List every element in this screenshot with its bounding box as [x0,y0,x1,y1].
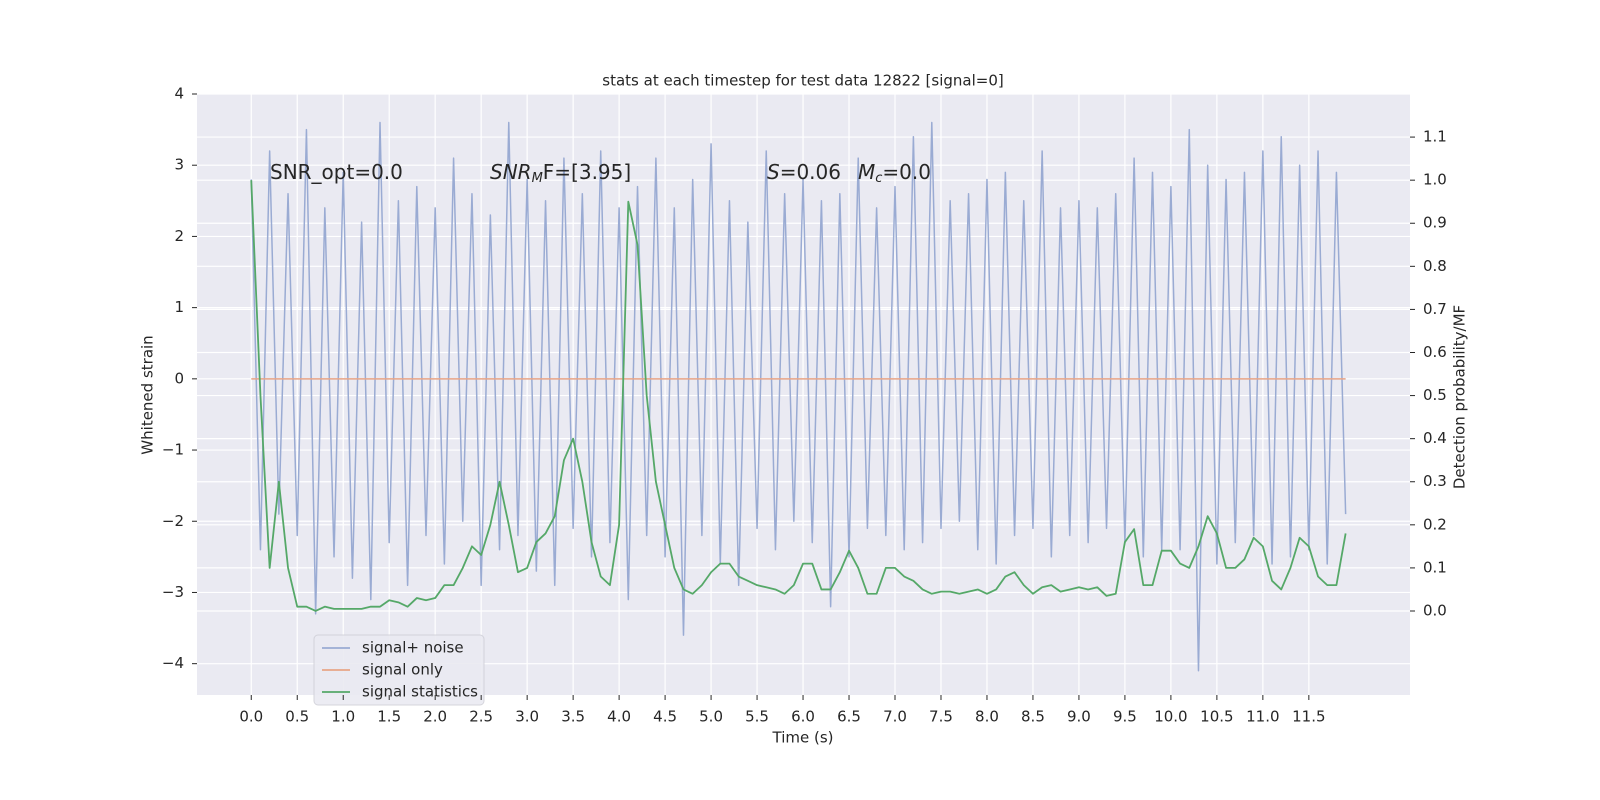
y2-tick-label: 0.2 [1423,515,1447,533]
annotation-part: SNR [490,160,532,184]
x-tick-label: 0.5 [285,708,309,726]
y-axis-label: Whitened strain [139,335,157,454]
x-tick-label: 9.5 [1113,708,1137,726]
legend-label: signal statistics [362,683,478,701]
x-axis-label: Time (s) [772,729,834,747]
x-tick-label: 8.0 [975,708,999,726]
y-tick-label: 1 [174,298,184,316]
y2-tick-label: 0.7 [1423,300,1447,318]
annotation-part: M [858,160,875,184]
y2-axis-label: Detection probability/MF [1451,305,1469,489]
x-tick-label: 1.0 [331,708,355,726]
x-tick-label: 3.5 [561,708,585,726]
y-tick-label: 2 [174,227,184,245]
legend-label: signal+ noise [362,639,464,657]
annotation: Mc=0.0 [858,160,931,186]
x-tick-label: 7.5 [929,708,953,726]
y-tick-label: −4 [162,654,184,672]
x-tick-label: 3.0 [515,708,539,726]
y2-tick-label: 0.9 [1423,214,1447,232]
annotation-part: S [767,160,780,184]
x-tick-label: 10.5 [1200,708,1233,726]
y-tick-label: −1 [162,441,184,459]
legend: signal+ noise signal only signal statistic… [313,634,485,706]
chart-title: stats at each timestep for test data 128… [602,72,1003,90]
x-tick-label: 5.0 [699,708,723,726]
x-tick-label: 8.5 [1021,708,1045,726]
annotation: S=0.06 [767,160,841,184]
x-tick-label: 0.0 [239,708,263,726]
x-tick-label: 6.0 [791,708,815,726]
x-tick-label: 10.0 [1154,708,1187,726]
series-line [250,121,1347,672]
y-tick-label: 0 [174,369,184,387]
x-tick-label: 5.5 [745,708,769,726]
legend-label: signal only [362,661,443,679]
annotation-part: F=[3.95] [543,160,631,184]
annotation: SNRMF=[3.95] [490,160,631,186]
y2-tick-label: 0.1 [1423,558,1447,576]
y2-tick-label: 1.0 [1423,171,1447,189]
x-tick-label: 11.0 [1246,708,1279,726]
y-tick-label: −3 [162,583,184,601]
y-tick-label: 3 [174,156,184,174]
annotation-part: =0.0 [882,160,931,184]
legend-box [313,634,485,706]
x-tick-label: 1.5 [377,708,401,726]
x-tick-label: 2.0 [423,708,447,726]
y-tick-label: 4 [174,85,184,103]
annotation-part: SNR_opt=0.0 [270,160,403,184]
annotation-part: M [532,171,543,186]
marks [250,121,1347,672]
annotation-part: =0.06 [780,160,841,184]
x-tick-label: 9.0 [1067,708,1091,726]
y2-tick-label: 0.0 [1423,601,1447,619]
y2-tick-label: 0.3 [1423,472,1447,490]
x-tick-label: 4.5 [653,708,677,726]
x-tick-label: 2.5 [469,708,493,726]
y2-tick-label: 0.5 [1423,386,1447,404]
annotation: SNR_opt=0.0 [270,160,403,184]
x-tick-label: 7.0 [883,708,907,726]
y-tick-label: −2 [162,512,184,530]
x-tick-label: 4.0 [607,708,631,726]
annotation-part: c [875,171,882,186]
x-tick-label: 6.5 [837,708,861,726]
y2-tick-label: 0.8 [1423,257,1447,275]
x-tick-label: 11.5 [1292,708,1325,726]
y2-tick-label: 0.4 [1423,429,1447,447]
y2-tick-label: 0.6 [1423,343,1447,361]
series-line [250,180,1347,612]
y2-tick-label: 1.1 [1423,128,1447,146]
